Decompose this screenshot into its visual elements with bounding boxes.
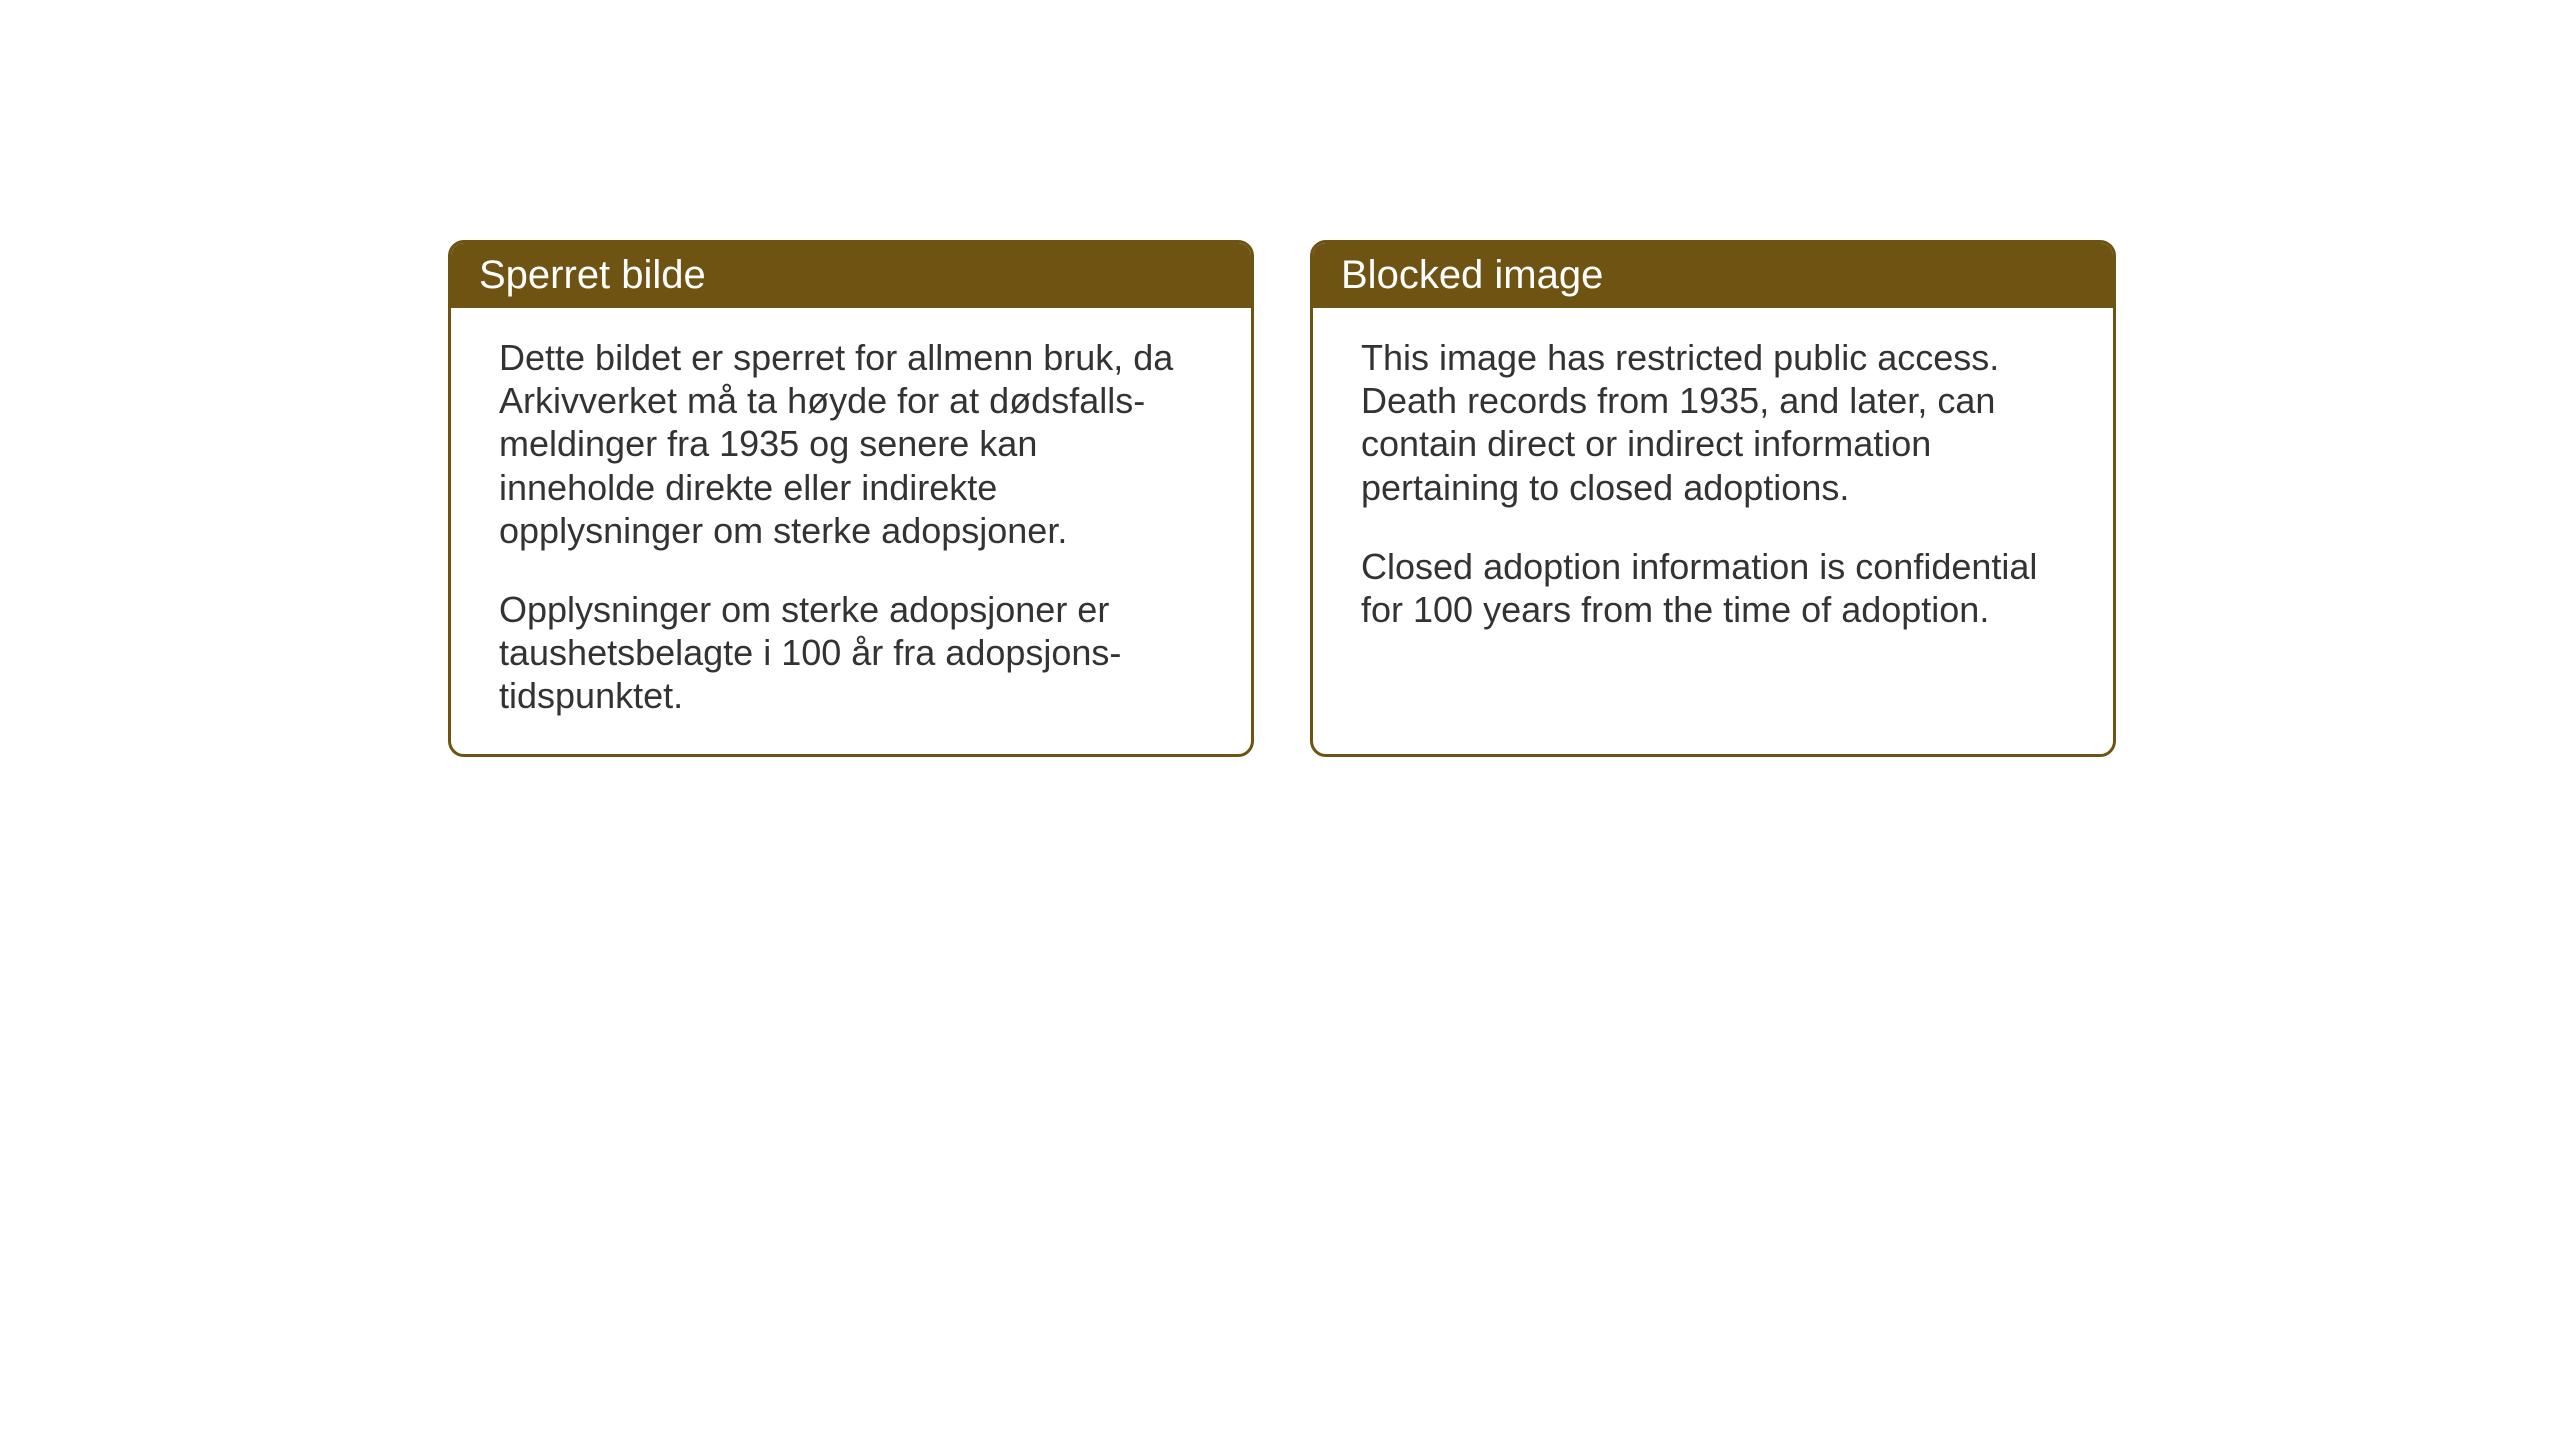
notice-body: Dette bildet er sperret for allmenn bruk…: [451, 308, 1251, 754]
notice-box-norwegian: Sperret bilde Dette bildet er sperret fo…: [448, 240, 1254, 757]
notice-paragraph: Opplysninger om sterke adopsjoner er tau…: [499, 588, 1203, 718]
notice-title: Blocked image: [1341, 253, 1603, 297]
notice-body: This image has restricted public access.…: [1313, 308, 2113, 667]
notice-paragraph: Dette bildet er sperret for allmenn bruk…: [499, 336, 1203, 552]
notice-header: Sperret bilde: [451, 243, 1251, 308]
notice-box-english: Blocked image This image has restricted …: [1310, 240, 2116, 757]
notices-container: Sperret bilde Dette bildet er sperret fo…: [448, 240, 2116, 757]
notice-paragraph: This image has restricted public access.…: [1361, 336, 2065, 509]
notice-header: Blocked image: [1313, 243, 2113, 308]
notice-title: Sperret bilde: [479, 253, 706, 297]
notice-paragraph: Closed adoption information is confident…: [1361, 545, 2065, 631]
